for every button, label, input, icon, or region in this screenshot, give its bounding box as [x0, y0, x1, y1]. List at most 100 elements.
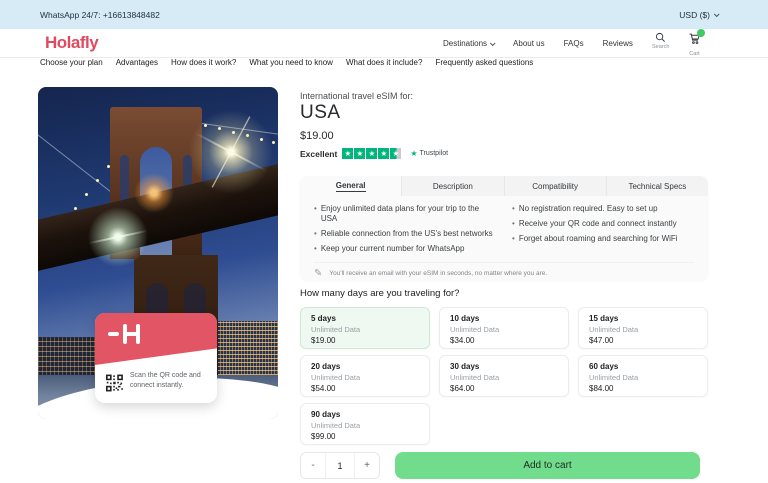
page-anchor-nav: Choose your plan Advantages How does it … [40, 58, 533, 67]
option-price: $19.00 [311, 336, 336, 345]
option-data-amount: Unlimited Data [589, 373, 639, 382]
feature-bullet-text: Forget about roaming and searching for W… [518, 234, 678, 243]
star-icon: ★ [342, 148, 354, 159]
header-nav-label: FAQs [563, 39, 584, 48]
day-option-card[interactable]: 90 days Unlimited Data $99.00 [300, 403, 430, 445]
tab-label: Compatibility [532, 181, 579, 191]
star-icon: ★ [378, 148, 390, 159]
feature-bullet: • Receive your QR code and connect insta… [512, 219, 694, 229]
header-nav-item[interactable]: FAQs [564, 39, 584, 48]
day-options-grid: 5 days Unlimited Data $19.00 10 days Unl… [300, 307, 708, 445]
header-nav-label: Reviews [602, 39, 633, 48]
bullets-right: • No registration required. Easy to set … [512, 204, 694, 254]
star-icon: ★ [354, 148, 366, 159]
day-option-card[interactable]: 15 days Unlimited Data $47.00 [578, 307, 708, 349]
tab-label: Description [432, 181, 473, 191]
trustpilot-brand: ★ Trustpilot [410, 149, 448, 158]
day-option-card[interactable]: 5 days Unlimited Data $19.00 [300, 307, 430, 349]
option-days: 30 days [450, 362, 480, 371]
trustpilot-stars: ★ ★ ★ ★ ★ [342, 148, 402, 159]
currency-selector[interactable]: USD ($) [679, 9, 720, 20]
add-to-cart-button[interactable]: Add to cart [395, 452, 700, 479]
option-price: $47.00 [589, 336, 614, 345]
option-days: 5 days [311, 314, 336, 323]
day-option-card[interactable]: 30 days Unlimited Data $64.00 [439, 355, 569, 397]
option-days: 60 days [589, 362, 619, 371]
header-nav-label: Destinations [443, 39, 488, 48]
option-price: $34.00 [450, 336, 475, 345]
cart-label: Cart [689, 51, 700, 57]
option-days: 15 days [589, 314, 619, 323]
tower-opening [120, 155, 129, 225]
qr-code [106, 374, 123, 392]
anchor-nav-link[interactable]: Choose your plan [40, 58, 103, 67]
anchor-nav-link[interactable]: What you need to know [249, 58, 333, 67]
feature-bullet: • Reliable connection from the US's best… [314, 229, 496, 239]
quantity-decrease-button[interactable]: - [301, 453, 325, 478]
topbar: WhatsApp 24/7: +16613848482 USD ($) [0, 0, 768, 29]
header-nav: Destinations About us FAQs Reviews [443, 29, 633, 58]
bullet-dot: • [314, 244, 317, 253]
feature-bullet-text: Enjoy unlimited data plans for your trip… [320, 204, 480, 223]
day-option-card[interactable]: 20 days Unlimited Data $54.00 [300, 355, 430, 397]
feature-bullet: • No registration required. Easy to set … [512, 204, 694, 214]
bullets-left: • Enjoy unlimited data plans for your tr… [314, 204, 496, 254]
feature-bullet-text: Keep your current number for WhatsApp [320, 244, 465, 253]
search-label: Search [652, 44, 670, 50]
light-flare [188, 109, 274, 195]
tab-label: General [335, 180, 366, 192]
currency-label: USD ($) [679, 9, 710, 20]
feature-bullet-text: Reliable connection from the US's best n… [320, 229, 493, 238]
star-icon: ★ [366, 148, 378, 159]
anchor-nav-link[interactable]: How does it work? [170, 58, 237, 67]
option-days: 20 days [311, 362, 341, 371]
search-icon [656, 32, 666, 42]
anchor-nav-link[interactable]: What does it include? [345, 58, 423, 67]
bullet-dot: • [512, 234, 515, 243]
option-data-amount: Unlimited Data [589, 325, 639, 334]
days-question: How many days are you traveling for? [300, 288, 460, 299]
scan-instruction-text: Scan the QR code and connect instantly. [129, 372, 201, 389]
cart-button[interactable]: Cart [688, 29, 705, 57]
trustpilot-star-icon: ★ [410, 149, 418, 158]
feature-bullet-text: Receive your QR code and connect instant… [518, 219, 677, 228]
anchor-nav-link[interactable]: Advantages [115, 58, 158, 67]
header-nav-item[interactable]: Destinations [443, 39, 496, 48]
option-data-amount: Unlimited Data [450, 373, 500, 382]
anchor-nav-link[interactable]: Frequently asked questions [435, 58, 534, 67]
bullet-dot: • [512, 219, 515, 228]
tab[interactable]: General [300, 176, 403, 196]
option-price: $99.00 [311, 432, 336, 441]
esim-card-mockup: Scan the QR code and connect instantly. [95, 313, 217, 403]
option-data-amount: Unlimited Data [311, 421, 361, 430]
quantity-increase-button[interactable]: + [355, 453, 379, 478]
option-price: $64.00 [450, 384, 475, 393]
product-title: USA [300, 102, 341, 123]
tab[interactable]: Description [402, 176, 505, 196]
option-days: 90 days [311, 410, 341, 419]
search-button[interactable]: Search [652, 32, 669, 50]
email-note-text: You'll receive an email with your eSIM i… [329, 270, 548, 277]
day-option-card[interactable]: 10 days Unlimited Data $34.00 [439, 307, 569, 349]
chevron-down-icon [489, 39, 496, 46]
tab[interactable]: Technical Specs [606, 176, 708, 196]
holafly-logo[interactable]: Holafly [45, 33, 99, 52]
option-price: $54.00 [311, 384, 336, 393]
bullet-dot: • [512, 204, 515, 213]
header-nav-item[interactable]: Reviews [603, 39, 633, 48]
feature-bullet-text: No registration required. Easy to set up [518, 204, 658, 213]
email-note: ✎ You'll receive an email with your eSIM… [314, 262, 694, 279]
feature-bullet: • Keep your current number for WhatsApp [314, 244, 496, 254]
option-data-amount: Unlimited Data [311, 325, 361, 334]
whatsapp-contact-link[interactable]: WhatsApp 24/7: +16613848482 [40, 9, 160, 20]
option-price: $84.00 [589, 384, 614, 393]
day-option-card[interactable]: 60 days Unlimited Data $84.00 [578, 355, 708, 397]
header-nav-item[interactable]: About us [513, 39, 545, 48]
product-eyebrow: International travel eSIM for: [300, 91, 414, 101]
cart-icon [689, 33, 700, 44]
bullet-dot: • [314, 229, 317, 238]
feature-bullet: • Enjoy unlimited data plans for your tr… [314, 204, 496, 224]
tab[interactable]: Compatibility [504, 176, 607, 196]
trustpilot-rating: Excellent ★ ★ ★ ★ ★ ★ Trustpilot [300, 148, 448, 159]
option-days: 10 days [450, 314, 480, 323]
